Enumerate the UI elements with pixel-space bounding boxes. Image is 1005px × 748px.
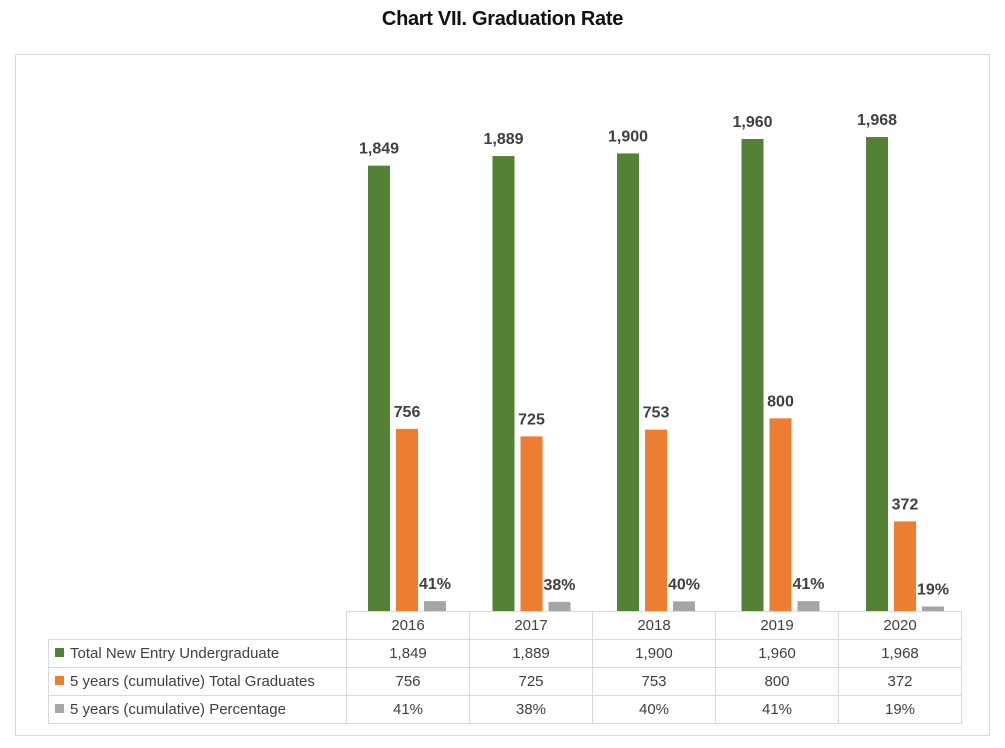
bar-new-entry-2018 [617,153,639,611]
series-row-header: 5 years (cumulative) Total Graduates [48,667,347,696]
data-label: 19% [917,581,949,598]
bar-new-entry-2016 [368,165,390,612]
bar-percentage-2018 [673,601,695,611]
bar-total-graduates-2018 [645,429,667,611]
data-cell: 1,889 [469,639,593,668]
data-cell: 1,968 [838,639,962,668]
data-cell: 800 [715,667,839,696]
bar-percentage-2019 [797,601,820,611]
data-label: 725 [518,411,545,428]
category-label: 2018 [592,611,716,640]
category-label: 2020 [838,611,962,640]
data-label: 372 [892,496,919,513]
data-cell: 38% [469,695,593,724]
category-label: 2016 [346,611,470,640]
data-table-row: Total New Entry Undergraduate 1,849 1,88… [48,639,962,668]
data-table: 2016 2017 2018 2019 2020 Total New Entry… [48,611,962,724]
data-cell: 19% [838,695,962,724]
data-cell: 753 [592,667,716,696]
bar-total-graduates-2016 [396,428,418,611]
data-table-row: 5 years (cumulative) Percentage 41% 38% … [48,695,962,724]
bar-total-graduates-2017 [520,436,543,611]
data-table-header-row: 2016 2017 2018 2019 2020 [49,611,962,640]
legend-key-gray [55,704,64,713]
legend-key-orange [55,676,64,685]
data-cell: 1,900 [592,639,716,668]
data-label: 41% [792,576,824,593]
data-cell: 725 [469,667,593,696]
chart-title: Chart VII. Graduation Rate [381,8,624,30]
data-label: 1,849 [359,141,399,158]
data-label: 1,968 [857,112,897,129]
data-label: 753 [643,405,670,422]
series-name: Total New Entry Undergraduate [70,645,280,662]
category-label: 2017 [469,611,593,640]
data-cell: 756 [346,667,470,696]
data-cell: 41% [346,695,470,724]
data-label: 1,889 [483,131,523,148]
data-cell: 41% [715,695,839,724]
bar-new-entry-2019 [741,138,764,611]
data-label: 1,960 [732,114,772,131]
chart-frame [15,54,990,736]
series-row-header: Total New Entry Undergraduate [48,639,347,668]
data-cell: 40% [592,695,716,724]
series-name: 5 years (cumulative) Percentage [70,701,286,718]
data-cell: 1,849 [346,639,470,668]
series-name: 5 years (cumulative) Total Graduates [70,673,315,690]
bar-percentage-2020 [922,606,944,611]
data-cell: 1,960 [715,639,839,668]
bar-percentage-2016 [424,601,446,611]
data-label: 38% [543,577,575,594]
category-label: 2019 [715,611,839,640]
data-table-row: 5 years (cumulative) Total Graduates 756… [48,667,962,696]
bar-new-entry-2017 [492,156,515,611]
series-row-header: 5 years (cumulative) Percentage [48,695,347,724]
legend-key-green [55,648,64,657]
bar-total-graduates-2020 [894,521,916,611]
data-cell: 372 [838,667,962,696]
data-label: 756 [394,404,421,421]
data-table-corner [49,612,347,640]
bar-percentage-2017 [548,601,571,611]
data-label: 800 [767,393,794,410]
bar-new-entry-2020 [866,137,888,612]
data-label: 41% [419,576,451,593]
data-label: 40% [668,576,700,593]
data-label: 1,900 [608,128,648,145]
bar-total-graduates-2019 [769,418,792,611]
